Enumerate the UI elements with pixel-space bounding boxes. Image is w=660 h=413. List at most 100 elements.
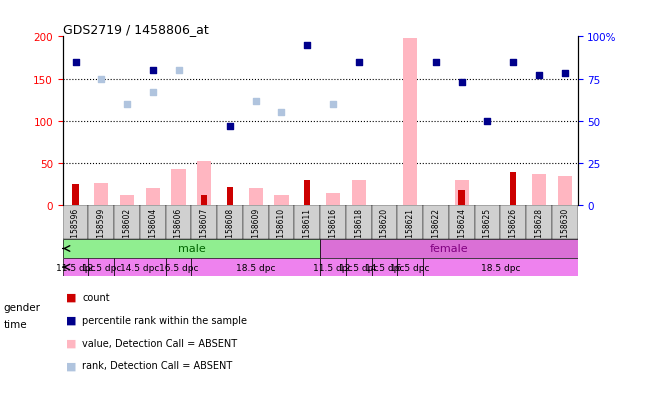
- Bar: [459, 191, 465, 206]
- Text: GSM158628: GSM158628: [535, 208, 543, 254]
- Bar: [397, 258, 423, 277]
- Bar: [172, 170, 185, 206]
- Bar: [304, 180, 310, 206]
- Text: count: count: [82, 292, 110, 302]
- Text: GSM158620: GSM158620: [380, 208, 389, 254]
- Text: GSM158602: GSM158602: [123, 208, 131, 254]
- Bar: [352, 180, 366, 206]
- Point: [327, 101, 338, 108]
- Text: 14.5 dpc: 14.5 dpc: [365, 263, 404, 272]
- Text: value, Detection Call = ABSENT: value, Detection Call = ABSENT: [82, 338, 238, 348]
- Bar: [63, 258, 88, 277]
- Bar: [320, 240, 578, 258]
- Bar: [423, 258, 578, 277]
- Bar: [500, 206, 526, 240]
- Point: [121, 101, 132, 108]
- Text: 16.5 dpc: 16.5 dpc: [159, 263, 198, 272]
- Text: ■: ■: [66, 361, 77, 370]
- Text: ■: ■: [66, 292, 77, 302]
- Text: GSM158607: GSM158607: [200, 208, 209, 254]
- Bar: [140, 206, 166, 240]
- Text: GSM158622: GSM158622: [432, 208, 440, 254]
- Text: GSM158606: GSM158606: [174, 208, 183, 254]
- Text: GDS2719 / 1458806_at: GDS2719 / 1458806_at: [63, 23, 209, 36]
- Bar: [114, 258, 166, 277]
- Bar: [249, 189, 263, 206]
- Point: [251, 98, 261, 104]
- Text: male: male: [178, 244, 205, 254]
- Text: 16.5 dpc: 16.5 dpc: [391, 263, 430, 272]
- Text: GSM158599: GSM158599: [97, 208, 106, 254]
- Bar: [558, 176, 572, 206]
- Bar: [449, 206, 475, 240]
- Bar: [475, 206, 500, 240]
- Bar: [243, 206, 269, 240]
- Bar: [510, 172, 516, 206]
- Text: ■: ■: [66, 315, 77, 325]
- Text: 11.5 dpc: 11.5 dpc: [314, 263, 352, 272]
- Text: 11.5 dpc: 11.5 dpc: [56, 263, 95, 272]
- Bar: [227, 188, 233, 206]
- Point: [96, 76, 107, 83]
- Point: [224, 123, 235, 130]
- Text: time: time: [3, 319, 27, 329]
- Point: [173, 68, 183, 74]
- Text: GSM158596: GSM158596: [71, 208, 80, 254]
- Point: [430, 59, 441, 66]
- Text: GSM158621: GSM158621: [406, 208, 414, 254]
- Bar: [88, 206, 114, 240]
- Text: GSM158616: GSM158616: [329, 208, 337, 254]
- Point: [533, 73, 544, 79]
- Text: GSM158609: GSM158609: [251, 208, 260, 254]
- Bar: [526, 206, 552, 240]
- Bar: [320, 258, 346, 277]
- Text: female: female: [430, 244, 468, 254]
- Bar: [423, 206, 449, 240]
- Bar: [88, 258, 114, 277]
- Point: [199, 17, 210, 24]
- Bar: [201, 196, 207, 206]
- Bar: [320, 206, 346, 240]
- Bar: [217, 206, 243, 240]
- Bar: [191, 258, 320, 277]
- Bar: [166, 206, 191, 240]
- Text: GSM158611: GSM158611: [303, 208, 312, 254]
- Text: gender: gender: [3, 303, 40, 313]
- Point: [148, 90, 158, 96]
- Text: GSM158604: GSM158604: [148, 208, 157, 254]
- Bar: [294, 206, 320, 240]
- Bar: [346, 206, 372, 240]
- Text: 18.5 dpc: 18.5 dpc: [480, 263, 520, 272]
- Text: GSM158626: GSM158626: [509, 208, 517, 254]
- Point: [508, 59, 519, 66]
- Bar: [455, 180, 469, 206]
- Text: ■: ■: [66, 338, 77, 348]
- Bar: [191, 206, 217, 240]
- Text: GSM158610: GSM158610: [277, 208, 286, 254]
- Text: GSM158630: GSM158630: [560, 208, 569, 254]
- Bar: [372, 206, 397, 240]
- Text: GSM158618: GSM158618: [354, 208, 363, 254]
- Bar: [197, 161, 211, 206]
- Bar: [73, 185, 79, 206]
- Bar: [346, 258, 372, 277]
- Text: rank, Detection Call = ABSENT: rank, Detection Call = ABSENT: [82, 361, 233, 370]
- Bar: [552, 206, 578, 240]
- Bar: [114, 206, 140, 240]
- Point: [71, 59, 81, 66]
- Bar: [120, 196, 134, 206]
- Bar: [326, 193, 340, 206]
- Bar: [397, 206, 423, 240]
- Bar: [166, 258, 191, 277]
- Text: 18.5 dpc: 18.5 dpc: [236, 263, 275, 272]
- Text: GSM158624: GSM158624: [457, 208, 466, 254]
- Text: 12.5 dpc: 12.5 dpc: [339, 263, 378, 272]
- Text: GSM158608: GSM158608: [226, 208, 234, 254]
- Point: [482, 118, 492, 125]
- Point: [456, 79, 467, 86]
- Bar: [532, 175, 546, 206]
- Text: GSM158625: GSM158625: [483, 208, 492, 254]
- Text: 12.5 dpc: 12.5 dpc: [82, 263, 121, 272]
- Bar: [94, 183, 108, 206]
- Point: [302, 42, 313, 49]
